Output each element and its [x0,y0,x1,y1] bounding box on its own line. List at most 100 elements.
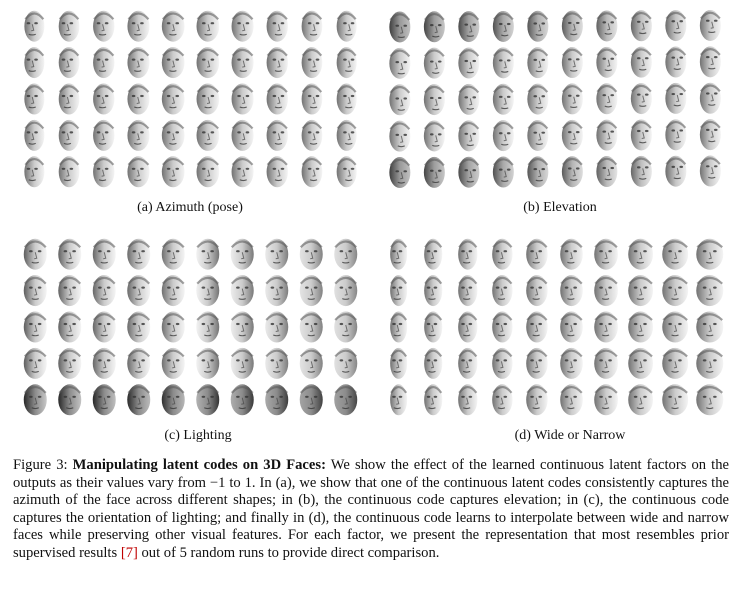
face-thumbnail [560,347,583,379]
face-thumbnail [127,119,150,151]
citation-link[interactable]: [7] [120,544,138,561]
face-thumbnail [196,83,220,115]
face-grid-azimuth [24,10,357,188]
face-thumbnail [127,311,151,343]
face-thumbnail [458,384,478,416]
subcaption-a: (a) Azimuth (pose) [137,200,243,215]
face-thumbnail [630,46,652,78]
face-thumbnail [58,156,80,188]
face-thumbnail [93,47,115,79]
figure-title: Manipulating latent codes on 3D Faces: [72,457,326,473]
face-thumbnail [196,311,220,343]
face-grid-lighting [23,238,358,416]
face-grid-wide-narrow [390,238,724,416]
face-thumbnail [299,275,323,307]
face-thumbnail [58,311,82,343]
face-thumbnail [458,47,480,79]
face-thumbnail [596,119,618,151]
caption-body-2: out of 5 random runs to provide direct c… [137,544,440,561]
face-thumbnail [390,384,408,416]
face-thumbnail [665,10,687,42]
face-thumbnail [492,120,514,152]
face-thumbnail [92,384,116,416]
face-thumbnail [92,238,116,270]
face-thumbnail [699,155,721,187]
face-thumbnail [334,275,358,307]
face-thumbnail [630,119,652,151]
face-thumbnail [231,47,254,79]
face-thumbnail [389,47,411,79]
face-thumbnail [127,384,151,416]
face-thumbnail [265,311,289,343]
face-thumbnail [301,156,323,188]
face-thumbnail [196,156,220,188]
face-thumbnail [265,275,289,307]
face-thumbnail [458,311,478,343]
face-thumbnail [561,10,583,42]
face-thumbnail [423,120,445,152]
face-thumbnail [662,347,689,379]
figure-label: Figure 3: [13,457,68,473]
face-thumbnail [92,347,116,379]
face-thumbnail [390,275,408,307]
face-thumbnail [92,311,116,343]
face-thumbnail [594,238,618,270]
face-thumbnail [23,238,47,270]
face-thumbnail [93,83,115,115]
face-thumbnail [265,384,289,416]
face-thumbnail [560,311,583,343]
face-thumbnail [699,119,721,151]
face-thumbnail [230,311,254,343]
face-thumbnail [560,275,583,307]
face-thumbnail [424,238,443,270]
face-thumbnail [492,311,513,343]
face-thumbnail [458,156,480,188]
face-thumbnail [301,10,323,42]
face-thumbnail [628,275,654,307]
face-thumbnail [161,347,185,379]
face-thumbnail [492,347,513,379]
face-thumbnail [127,275,151,307]
face-thumbnail [161,384,185,416]
face-thumbnail [196,10,220,42]
face-thumbnail [699,82,721,114]
face-thumbnail [24,156,45,188]
face-thumbnail [196,275,220,307]
face-thumbnail [699,9,721,41]
face-thumbnail [299,384,323,416]
face-thumbnail [127,10,150,42]
face-thumbnail [458,238,478,270]
face-thumbnail [230,347,254,379]
face-thumbnail [93,156,115,188]
face-thumbnail [458,347,478,379]
face-thumbnail [699,46,721,78]
face-thumbnail [336,119,357,151]
face-thumbnail [299,311,323,343]
face-thumbnail [596,83,618,115]
panel-elevation [382,8,727,190]
face-thumbnail [23,275,47,307]
face-thumbnail [231,156,254,188]
face-thumbnail [492,238,513,270]
face-thumbnail [594,311,618,343]
face-thumbnail [336,83,357,115]
face-thumbnail [458,11,480,43]
face-thumbnail [58,275,82,307]
face-thumbnail [526,238,548,270]
face-thumbnail [23,384,47,416]
face-thumbnail [492,156,514,188]
face-thumbnail [58,10,80,42]
face-thumbnail [560,238,583,270]
face-thumbnail [161,311,185,343]
face-thumbnail [390,238,408,270]
face-thumbnail [594,275,618,307]
face-thumbnail [92,275,116,307]
panel-lighting [18,236,363,418]
face-thumbnail [527,47,549,79]
face-thumbnail [390,347,408,379]
face-thumbnail [266,156,288,188]
face-thumbnail [266,83,288,115]
face-thumbnail [334,311,358,343]
face-thumbnail [301,83,323,115]
face-thumbnail [24,47,45,79]
